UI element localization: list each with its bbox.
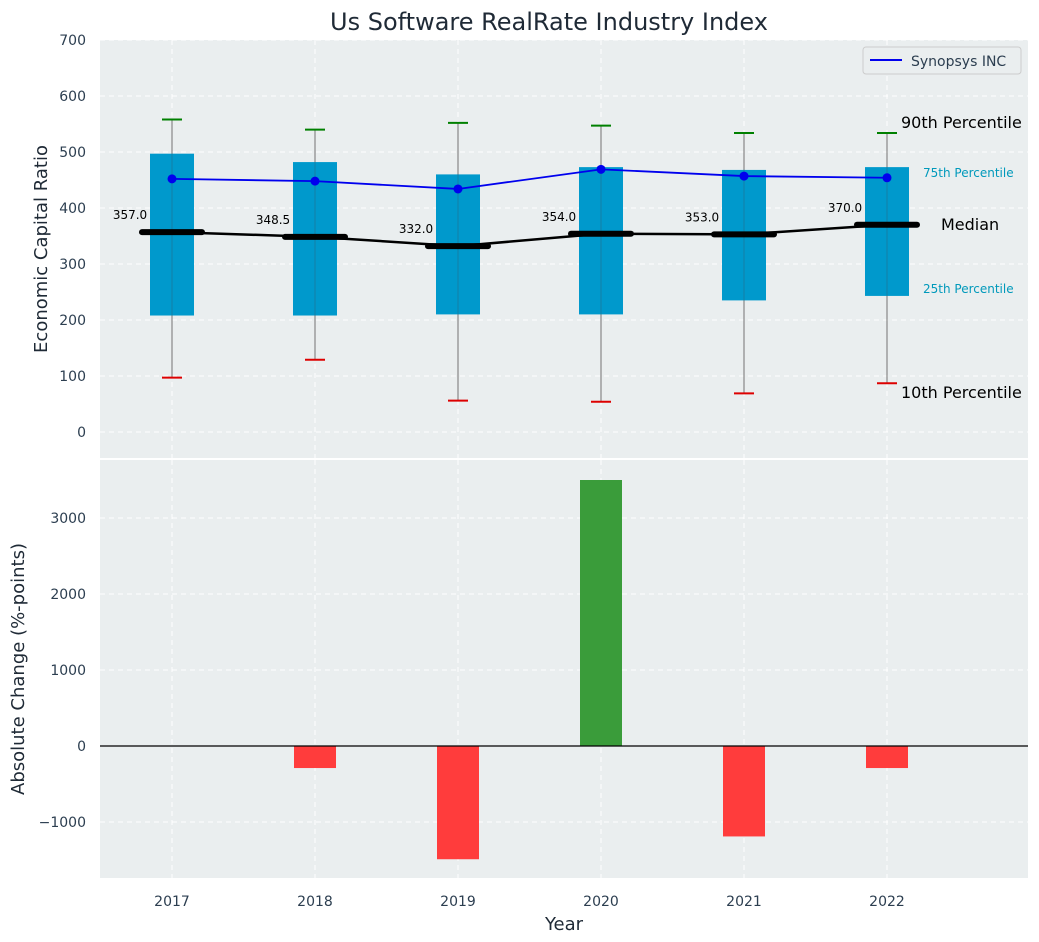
change-bar: [723, 746, 765, 837]
median-value-label: 357.0: [113, 208, 147, 222]
top-y-tick-label: 200: [59, 313, 86, 329]
bottom-plot-area: [100, 460, 1028, 878]
company-point: [739, 171, 749, 181]
top-y-tick-label: 0: [77, 425, 86, 441]
x-axis-label: Year: [544, 914, 584, 935]
x-tick-label: 2017: [154, 894, 190, 910]
legend-label: Synopsys INC: [911, 54, 1006, 70]
x-tick-label: 2021: [726, 894, 762, 910]
x-tick-label: 2019: [440, 894, 476, 910]
annotation-p10: 10th Percentile: [901, 383, 1022, 402]
annotation-p25: 25th Percentile: [923, 282, 1014, 296]
top-y-tick-label: 100: [59, 369, 86, 385]
median-value-label: 353.0: [685, 210, 719, 224]
median-value-label: 370.0: [828, 201, 862, 215]
bottom-y-tick-label: −1000: [39, 815, 86, 831]
bottom-y-axis-label: Absolute Change (%-points): [8, 543, 29, 795]
company-point: [453, 184, 463, 194]
change-bar: [580, 480, 622, 746]
top-y-tick-label: 300: [59, 257, 86, 273]
bottom-y-tick-label: 2000: [50, 587, 86, 603]
top-y-tick-label: 600: [59, 89, 86, 105]
top-y-tick-label: 500: [59, 145, 86, 161]
bottom-y-tick-label: 0: [77, 739, 86, 755]
company-point: [167, 174, 177, 184]
median-value-label: 348.5: [256, 213, 290, 227]
top-y-tick-label: 700: [59, 33, 86, 49]
annotation-p75: 75th Percentile: [923, 166, 1014, 180]
bottom-y-tick-label: 1000: [50, 663, 86, 679]
x-tick-label: 2020: [583, 894, 619, 910]
x-tick-label: 2018: [297, 894, 333, 910]
company-point: [882, 173, 892, 183]
median-value-label: 332.0: [399, 222, 433, 236]
median-value-label: 354.0: [542, 210, 576, 224]
change-bar: [866, 746, 908, 769]
company-point: [310, 176, 320, 186]
company-point: [596, 164, 606, 174]
company-series-line: [171, 168, 888, 190]
top-y-tick-label: 400: [59, 201, 86, 217]
bottom-y-tick-label: 3000: [50, 511, 86, 527]
chart-title: Us Software RealRate Industry Index: [330, 8, 768, 36]
x-tick-label: 2022: [869, 894, 905, 910]
legend-box: [862, 46, 1022, 75]
change-bar: [437, 746, 479, 860]
change-bar: [294, 746, 336, 769]
annotation-p90: 90th Percentile: [901, 113, 1022, 132]
top-y-axis-label: Economic Capital Ratio: [31, 145, 52, 353]
annotation-median: Median: [941, 215, 999, 234]
